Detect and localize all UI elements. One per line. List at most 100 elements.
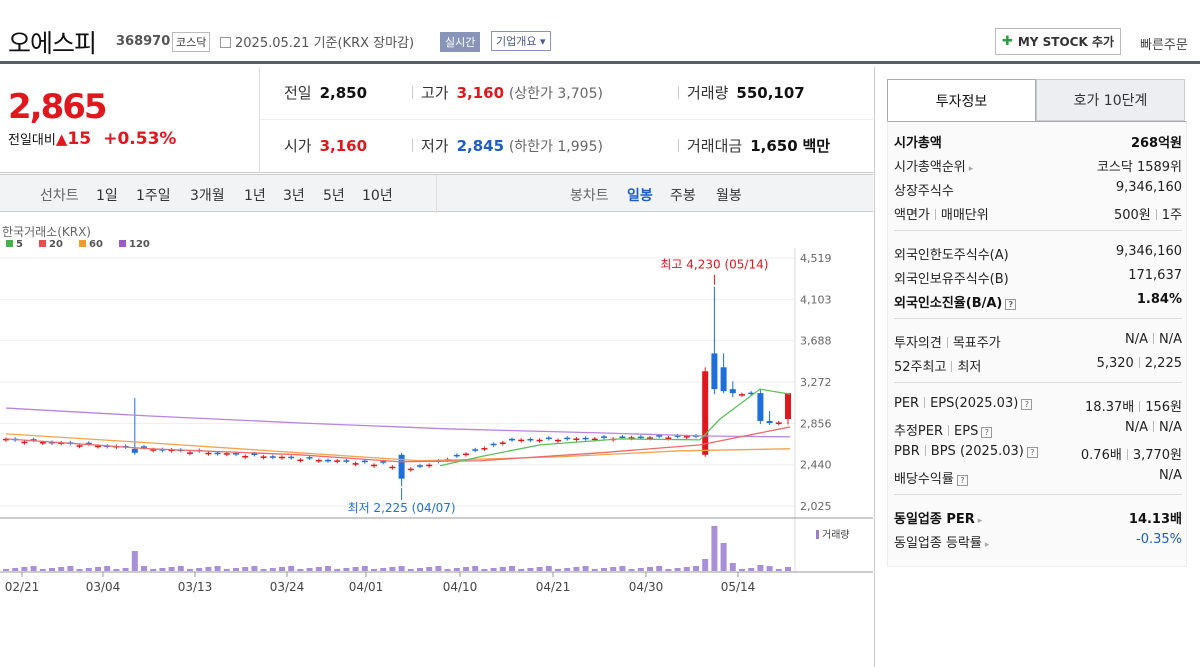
period-daily[interactable]: 일봉 bbox=[627, 188, 653, 204]
realtime-button[interactable]: 실시간 bbox=[440, 32, 481, 52]
volume-bar bbox=[150, 569, 157, 571]
info-row: 동일업종 등락률 ▸ -0.35% bbox=[894, 532, 1182, 552]
volume-bar bbox=[196, 568, 203, 571]
stock-chart[interactable]: 한국거래소(KRX) 5 20 60 120 4,519 4,103 3,688 3,272 2,… bbox=[0, 213, 873, 667]
x-tick-label: 04/10 bbox=[443, 580, 478, 594]
volume-bar bbox=[67, 566, 74, 571]
info-row: 시가총액 268억원 bbox=[894, 132, 1182, 152]
x-tick-label: 05/14 bbox=[721, 580, 756, 594]
period-weekly[interactable]: 주봉 bbox=[670, 188, 696, 204]
info-row: 액면가 매매단위 500원 1주 bbox=[894, 204, 1182, 224]
help-icon[interactable]: ? bbox=[1021, 399, 1033, 410]
period-3y[interactable]: 3년 bbox=[283, 188, 305, 204]
candle-body bbox=[141, 446, 147, 448]
period-monthly[interactable]: 월봉 bbox=[716, 188, 742, 204]
candlestick-chart-svg[interactable]: 한국거래소(KRX)5 20 60 120 4,519 4,103 3,688 3,272 2,… bbox=[0, 213, 873, 667]
candle-body bbox=[21, 441, 28, 444]
y-tick-label: 4,519 bbox=[800, 252, 832, 265]
low-label: 저가 bbox=[421, 137, 449, 155]
amount-label: 거래대금 bbox=[687, 137, 743, 155]
candle-body bbox=[665, 437, 672, 439]
arrow-right-icon[interactable]: ▸ bbox=[984, 540, 990, 550]
add-mystock-button[interactable]: ✚ MY STOCK 추가 bbox=[995, 28, 1121, 55]
candle-body bbox=[315, 459, 322, 462]
volume-bar bbox=[463, 567, 469, 571]
quick-order-button[interactable]: 빠른주문 bbox=[1140, 38, 1188, 53]
candle-body bbox=[417, 465, 423, 467]
ma-legend-swatch bbox=[6, 240, 13, 247]
volume-bar bbox=[159, 568, 166, 571]
candle-body bbox=[269, 456, 276, 458]
help-icon[interactable]: ? bbox=[981, 427, 993, 438]
arrow-right-icon[interactable]: ▸ bbox=[977, 516, 983, 526]
info-row: 외국인한도주식수(A) 9,346,160 bbox=[894, 244, 1182, 264]
volume-bar bbox=[343, 568, 350, 571]
candle-body bbox=[260, 456, 267, 458]
period-1w[interactable]: 1주일 bbox=[136, 188, 171, 204]
volume-bar bbox=[371, 569, 377, 571]
help-icon[interactable]: ? bbox=[1005, 299, 1017, 310]
info-value: 1.84% bbox=[1136, 292, 1182, 307]
volume-bar bbox=[545, 566, 552, 571]
candle-body bbox=[205, 452, 212, 455]
info-label: PER EPS(2025.03)? bbox=[894, 396, 1033, 411]
company-overview-dropdown[interactable]: 기업개요 ▾ bbox=[491, 31, 551, 51]
help-icon[interactable]: ? bbox=[1026, 447, 1038, 458]
volume-bar bbox=[113, 569, 120, 571]
candle-body bbox=[242, 455, 249, 458]
volume-bar bbox=[417, 568, 423, 571]
candle-body bbox=[748, 392, 755, 395]
tab-orderbook[interactable]: 호가 10단계 bbox=[1036, 79, 1185, 121]
period-10y[interactable]: 10년 bbox=[362, 188, 393, 204]
ma-legend-label: 120 bbox=[129, 239, 150, 250]
info-row: 상장주식수 9,346,160 bbox=[894, 180, 1182, 200]
period-1d[interactable]: 1일 bbox=[96, 188, 118, 204]
up-triangle-icon: ▲ bbox=[55, 130, 68, 148]
volume-bar bbox=[757, 565, 764, 571]
candle-body bbox=[306, 457, 313, 459]
price-detail-grid: 전일 2,850 고가 3,160 (상한가 3,705) 거래량 550,107 시… bbox=[260, 67, 873, 173]
stock-code: 368970 bbox=[116, 34, 171, 49]
candle-body bbox=[463, 453, 469, 456]
stock-header: 오에스피 368970 코스닥 2025.05.21 기준(KRX 장마감) 실… bbox=[0, 0, 1200, 64]
tab-investment-info[interactable]: 투자정보 bbox=[887, 79, 1036, 121]
upper-limit: (상한가 3,705) bbox=[508, 86, 603, 102]
plus-icon: ✚ bbox=[1001, 34, 1013, 49]
period-5y[interactable]: 5년 bbox=[323, 188, 345, 204]
chart-source-label: 한국거래소(KRX) bbox=[2, 225, 91, 239]
info-value: 9,346,160 bbox=[1115, 180, 1182, 195]
period-1y[interactable]: 1년 bbox=[244, 188, 266, 204]
volume-bar bbox=[711, 526, 718, 571]
info-label: 동일업종 PER ▸ bbox=[894, 512, 983, 527]
volume-bar bbox=[352, 567, 359, 571]
candle-body bbox=[674, 435, 681, 437]
candle-body bbox=[371, 464, 377, 467]
low-price: 2,845 bbox=[456, 137, 505, 155]
volume-bar bbox=[490, 568, 497, 571]
arrow-right-icon[interactable]: ▸ bbox=[968, 164, 974, 174]
candle-body bbox=[49, 441, 55, 444]
info-label: 시가총액순위 ▸ bbox=[894, 160, 974, 175]
volume-bar bbox=[251, 566, 258, 571]
candle-body bbox=[683, 436, 690, 438]
candle-body bbox=[711, 353, 718, 390]
candle-body bbox=[720, 367, 727, 392]
add-mystock-label: MY STOCK 추가 bbox=[1017, 35, 1115, 49]
info-label: 외국인한도주식수(A) bbox=[894, 248, 1009, 263]
volume-bar bbox=[58, 567, 65, 571]
candle-body bbox=[187, 452, 193, 454]
candle-body bbox=[647, 437, 653, 439]
candle-chart-label: 봉차트 bbox=[570, 188, 609, 204]
ma-legend-label: 5 bbox=[16, 239, 23, 250]
info-value: 268억원 bbox=[1130, 136, 1182, 151]
volume-bar bbox=[325, 566, 331, 571]
info-label: 외국인보유주식수(B) bbox=[894, 272, 1009, 287]
prev-label: 전일 bbox=[284, 84, 312, 102]
volume-bar bbox=[269, 568, 276, 571]
candle-body bbox=[481, 448, 488, 450]
candle-body bbox=[573, 438, 580, 440]
info-value: 9,346,160 bbox=[1115, 244, 1182, 259]
volume-bar bbox=[453, 568, 460, 571]
period-3m[interactable]: 3개월 bbox=[190, 188, 225, 204]
help-icon[interactable]: ? bbox=[956, 475, 968, 486]
